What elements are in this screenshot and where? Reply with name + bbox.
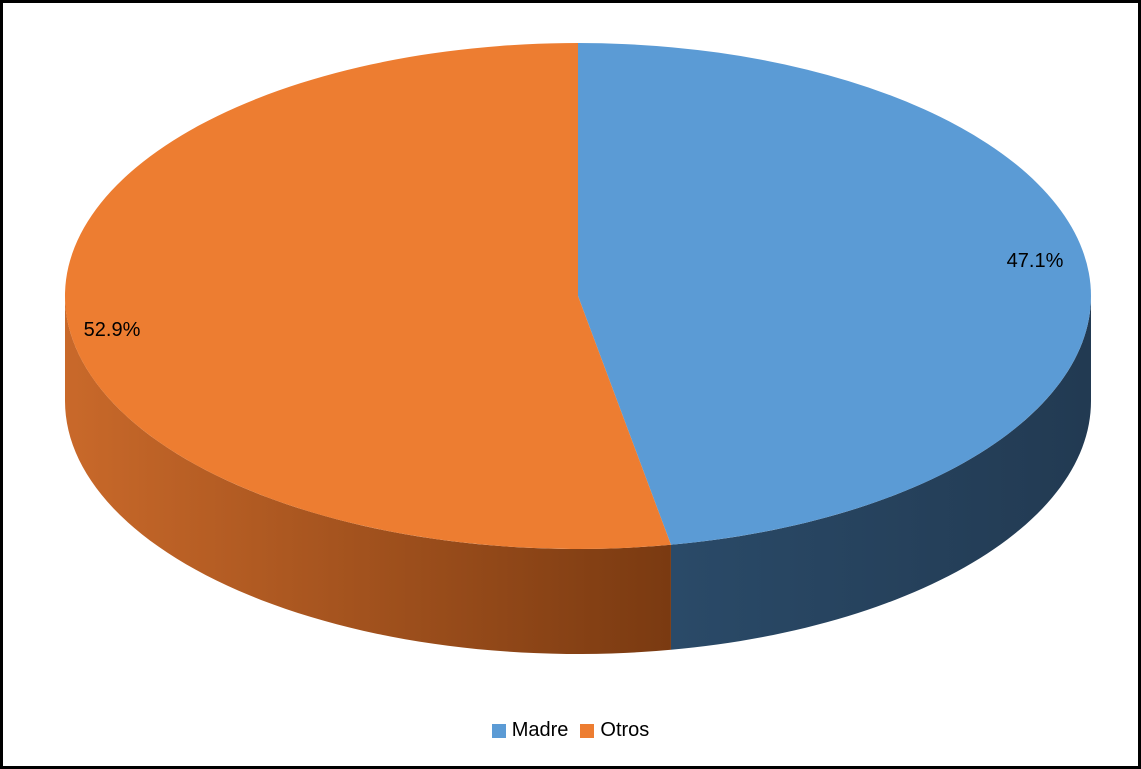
pie-top-faces <box>64 42 1091 550</box>
legend: Madre Otros <box>0 719 1141 742</box>
legend-item-otros: Otros <box>580 719 649 742</box>
pie-data-labels: 47.1% 52.9% <box>84 250 1064 341</box>
pie-slice-otros <box>64 42 671 550</box>
legend-label-madre: Madre <box>511 719 569 741</box>
legend-label-otros: Otros <box>600 719 650 741</box>
legend-swatch-madre <box>491 723 506 738</box>
pie-side-otros <box>65 296 671 654</box>
legend-swatch-otros <box>580 723 595 738</box>
pie-slice-madre <box>578 43 1091 545</box>
legend-item-madre: Madre <box>491 719 569 742</box>
pie-side-walls <box>65 296 1091 654</box>
data-label-otros: 52.9% <box>84 319 141 341</box>
data-label-madre: 47.1% <box>1007 250 1064 272</box>
pie-side-madre <box>670 296 1091 650</box>
